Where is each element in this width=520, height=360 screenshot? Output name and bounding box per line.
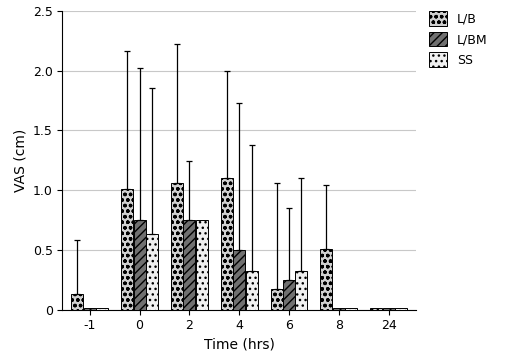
Bar [383,309,395,310]
Bar [245,271,257,310]
Bar [270,289,282,310]
Bar [121,189,133,310]
X-axis label: Time (hrs): Time (hrs) [204,338,275,352]
Bar [345,309,357,310]
Bar [233,250,245,310]
Bar [395,309,407,310]
Bar [96,309,108,310]
Bar [146,234,158,310]
Bar [196,220,208,310]
Bar [295,271,307,310]
Legend: L/B, L/BM, SS: L/B, L/BM, SS [430,11,487,67]
Bar [171,183,183,310]
Bar [283,280,295,310]
Bar [221,178,233,310]
Bar [184,220,196,310]
Bar [71,294,83,310]
Bar [134,220,146,310]
Bar [320,249,332,310]
Y-axis label: VAS (cm): VAS (cm) [13,129,27,192]
Bar [333,309,345,310]
Bar [370,309,382,310]
Bar [84,309,96,310]
